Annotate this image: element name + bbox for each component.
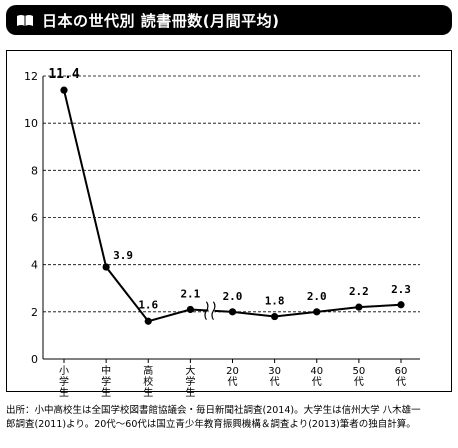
y-tick-label: 2: [31, 306, 38, 319]
footnote-line-2: 郎調査(2011)より。20代〜60代は国立青少年教育振興機構＆調査より(201…: [6, 419, 416, 430]
x-tick-label: 50 代: [353, 366, 366, 388]
x-tick-label: 60 代: [395, 366, 408, 388]
y-tick-label: 6: [31, 212, 38, 225]
axis-break-gap: [208, 301, 215, 320]
x-tick-label: 40 代: [310, 366, 323, 388]
chart-title: 日本の世代別 読書冊数(月間平均): [42, 11, 280, 30]
data-label: 2.3: [391, 283, 411, 296]
axis-break-mark: [211, 301, 216, 320]
data-label: 2.0: [307, 290, 327, 303]
data-point: [355, 303, 363, 311]
footnote-line-1: 出所：小中高校生は全国学校図書館協議会・毎日新聞社調査(2014)。大学生は信州…: [6, 405, 421, 416]
data-point: [271, 312, 279, 321]
data-label: 2.0: [223, 290, 243, 303]
data-label: 2.2: [349, 285, 369, 298]
y-tick-label: 8: [31, 164, 38, 177]
data-point: [397, 301, 405, 309]
data-label: 2.1: [180, 287, 200, 300]
data-label: 3.9: [113, 249, 133, 262]
y-tick-label: 12: [24, 70, 38, 83]
data-point: [60, 86, 68, 94]
x-tick-label: 中学生: [101, 364, 111, 399]
source-footnote: 出所：小中高校生は全国学校図書館協議会・毎日新聞社調査(2014)。大学生は信州…: [6, 404, 454, 432]
data-label: 1.6: [138, 298, 158, 311]
x-tick-label: 20 代: [226, 366, 239, 388]
x-tick-label: 高校生: [143, 364, 153, 399]
y-tick-label: 4: [31, 259, 38, 272]
y-tick-label: 0: [31, 353, 38, 366]
data-label: 1.8: [265, 295, 285, 308]
data-point: [186, 305, 194, 314]
data-point: [228, 308, 237, 316]
data-label: 11.4: [48, 67, 79, 82]
title-bar: 日本の世代別 読書冊数(月間平均): [6, 5, 452, 35]
data-point: [102, 263, 110, 271]
chart-frame: [6, 50, 452, 392]
data-point: [144, 317, 152, 325]
y-tick-label: 10: [24, 117, 38, 130]
book-icon: [16, 13, 36, 27]
x-tick-label: 大学生: [185, 364, 195, 399]
x-tick-label: 小学生: [59, 365, 69, 399]
x-tick-label: 30 代: [268, 366, 281, 388]
data-point: [313, 308, 321, 316]
axis-break-mark: [204, 301, 209, 320]
